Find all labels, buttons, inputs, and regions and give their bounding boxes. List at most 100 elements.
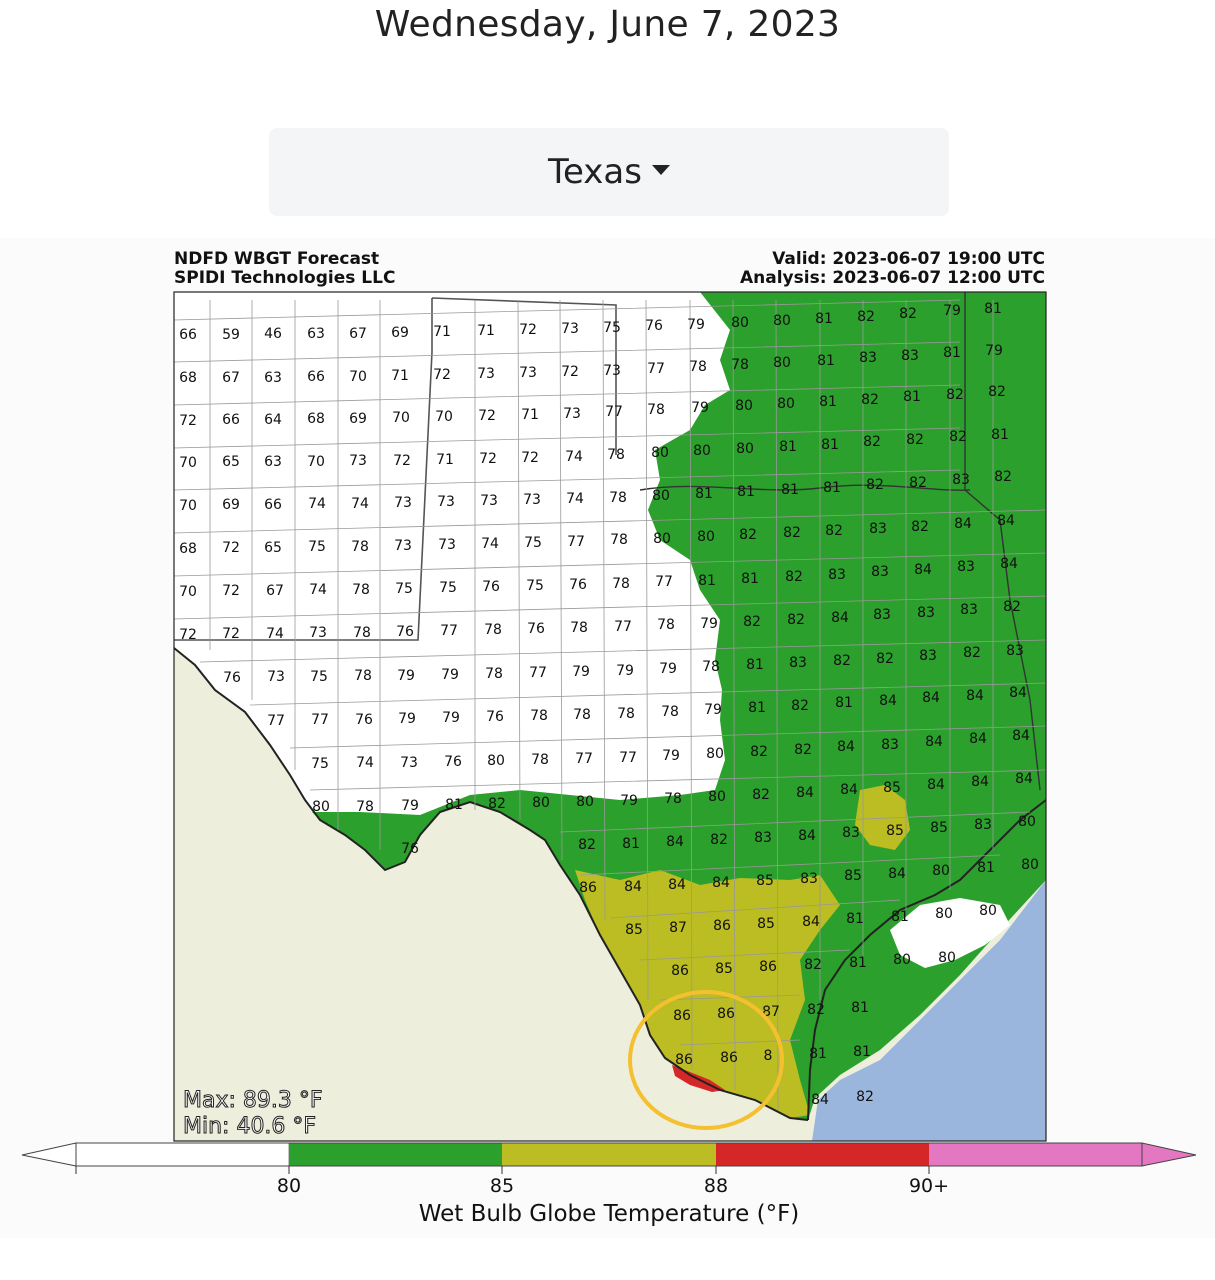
wbgt-value-label: 75	[310, 669, 328, 685]
wbgt-value-label: 84	[802, 914, 820, 930]
wbgt-value-label: 82	[861, 392, 879, 408]
wbgt-value-label: 84	[914, 562, 932, 578]
wbgt-value-label: 82	[946, 387, 964, 403]
wbgt-value-label: 80	[576, 794, 594, 810]
wbgt-value-label: 79	[985, 343, 1003, 359]
wbgt-value-label: 80	[735, 398, 753, 414]
wbgt-value-label: 79	[442, 710, 460, 726]
wbgt-value-label: 84	[1015, 771, 1033, 787]
wbgt-value-label: 72	[179, 413, 197, 429]
wbgt-value-label: 83	[1006, 643, 1024, 659]
wbgt-value-label: 81	[977, 860, 995, 876]
wbgt-value-label: 81	[835, 695, 853, 711]
wbgt-value-label: 73	[523, 492, 541, 508]
wbgt-value-label: 59	[222, 327, 240, 343]
wbgt-value-label: 86	[759, 959, 777, 975]
wbgt-value-label: 74	[565, 449, 583, 465]
wbgt-value-label: 72	[433, 367, 451, 383]
wbgt-value-label: 82	[791, 698, 809, 714]
wbgt-value-label: 80	[777, 396, 795, 412]
wbgt-value-label: 84	[1012, 728, 1030, 744]
wbgt-value-label: 67	[266, 583, 284, 599]
wbgt-value-label: 80	[532, 795, 550, 811]
wbgt-value-label: 76	[355, 712, 373, 728]
wbgt-value-label: 79	[620, 793, 638, 809]
wbgt-value-label: 81	[821, 437, 839, 453]
wbgt-value-label: 79	[662, 748, 680, 764]
wbgt-value-label: 85	[715, 961, 733, 977]
forecast-title: NDFD WBGT Forecast	[174, 249, 380, 269]
wbgt-value-labels: 66 59 46 63 67 69 71 71 72 73 75 76 79 80 80 81 82 82 79 81…	[179, 301, 1039, 1108]
wbgt-value-label: 80	[736, 441, 754, 457]
wbgt-value-label: 86	[675, 1052, 693, 1068]
wbgt-value-label: 80	[312, 799, 330, 815]
wbgt-value-label: 77	[267, 713, 285, 729]
wbgt-value-label: 81	[695, 486, 713, 502]
caret-down-icon[interactable]	[651, 165, 670, 175]
wbgt-value-label: 81	[741, 571, 759, 587]
wbgt-value-label: 84	[668, 877, 686, 893]
wbgt-value-label: 79	[401, 798, 419, 814]
map-header-right: Valid: 2023-06-07 19:00 UTC Analysis: 20…	[740, 250, 1045, 288]
wbgt-value-label: 73	[561, 321, 579, 337]
wbgt-value-label: 78	[573, 707, 591, 723]
wbgt-value-label: 75	[395, 581, 413, 597]
region-select[interactable]: Texas	[269, 128, 949, 216]
wbgt-value-label: 84	[666, 834, 684, 850]
wbgt-value-label: 74	[356, 755, 374, 771]
wbgt-value-label: 83	[871, 564, 889, 580]
wbgt-value-label: 80	[1018, 814, 1036, 830]
wbgt-value-label: 78	[530, 708, 548, 724]
wbgt-value-label: 82	[710, 832, 728, 848]
wbgt-value-label: 87	[669, 920, 687, 936]
wbgt-value-label: 76	[396, 624, 414, 640]
wbgt-value-label: 81	[779, 439, 797, 455]
wbgt-value-label: 83	[901, 348, 919, 364]
wbgt-value-label: 72	[561, 364, 579, 380]
wbgt-value-label: 77	[614, 619, 632, 635]
wbgt-value-label: 82	[783, 525, 801, 541]
wbgt-value-label: 82	[804, 957, 822, 973]
wbgt-value-label: 79	[616, 663, 634, 679]
highlight-circle	[628, 990, 784, 1130]
gulf-water	[812, 880, 1046, 1141]
wbgt-value-label: 75	[526, 578, 544, 594]
wbgt-value-label: 77	[311, 712, 329, 728]
panhandle-border	[174, 297, 617, 641]
wbgt-value-label: 79	[659, 661, 677, 677]
wbgt-value-label: 73	[394, 495, 412, 511]
wbgt-value-label: 78	[354, 668, 372, 684]
wbgt-value-label: 80	[708, 789, 726, 805]
colorbar-tick-80: 80	[277, 1175, 301, 1197]
wbgt-value-label: 70	[307, 454, 325, 470]
wbgt-value-label: 81	[891, 909, 909, 925]
wbgt-value-label: 83	[869, 521, 887, 537]
wbgt-value-label: 82	[743, 614, 761, 630]
map-canvas: 66 59 46 63 67 69 71 71 72 73 75 76 79 80 80 81 82 82 79 81…	[174, 292, 1046, 1141]
wbgt-value-label: 82	[963, 645, 981, 661]
wbgt-value-label: 82	[739, 527, 757, 543]
region-select-value: Texas	[548, 152, 642, 192]
wbgt-value-label: 83	[957, 559, 975, 575]
wbgt-value-label: 75	[311, 756, 329, 772]
wbgt-value-label: 86	[717, 1006, 735, 1022]
wbgt-value-label: 84	[712, 875, 730, 891]
map-header-left: NDFD WBGT Forecast SPIDI Technologies LL…	[174, 250, 395, 288]
wbgt-value-label: 78	[612, 576, 630, 592]
wbgt-value-label: 78	[609, 490, 627, 506]
wbgt-value-label: 85	[886, 823, 904, 839]
wbgt-value-label: 77	[619, 750, 637, 766]
wbgt-value-label: 85	[757, 916, 775, 932]
wbgt-value-label: 72	[222, 540, 240, 556]
wbgt-value-label: 72	[479, 451, 497, 467]
wbgt-value-label: 81	[622, 836, 640, 852]
wbgt-value-label: 81	[748, 700, 766, 716]
wbgt-value-label: 77	[440, 623, 458, 639]
wbgt-value-label: 82	[909, 475, 927, 491]
wbgt-value-label: 86	[713, 918, 731, 934]
wbgt-value-label: 74	[266, 626, 284, 642]
wbgt-value-label: 79	[398, 711, 416, 727]
wbgt-value-label: 81	[903, 389, 921, 405]
wbgt-value-label: 79	[691, 400, 709, 416]
wbgt-value-label: 78	[657, 617, 675, 633]
